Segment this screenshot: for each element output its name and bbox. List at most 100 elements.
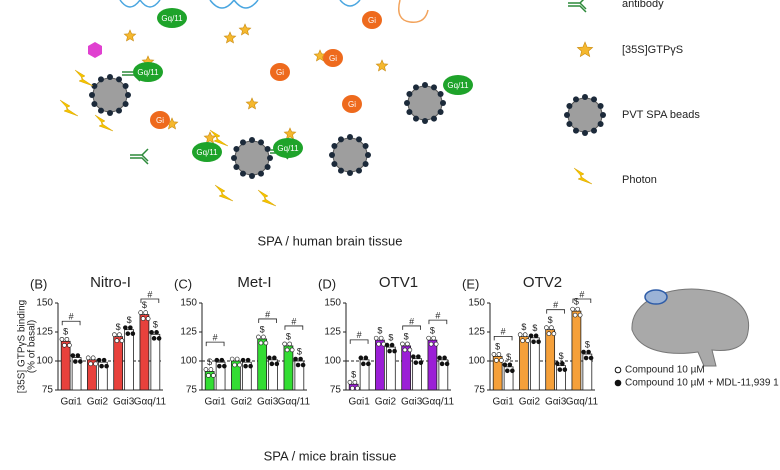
point — [366, 361, 371, 367]
point — [237, 362, 242, 368]
y-tick-label: 100 — [180, 356, 197, 367]
significance-mark: $ — [585, 339, 590, 349]
point — [125, 331, 131, 336]
bead-dot — [116, 76, 122, 83]
gq-label: Gq/11 — [137, 68, 159, 77]
panel-label: (E) — [462, 276, 479, 291]
bead-dot — [591, 96, 597, 103]
y-axis-label: (% of basal) — [27, 320, 38, 373]
point — [274, 361, 280, 367]
y-tick-label: 150 — [324, 298, 341, 309]
bar — [241, 361, 252, 391]
y-tick-label: 75 — [474, 385, 486, 396]
bead-dot — [573, 127, 579, 134]
bar — [231, 360, 241, 391]
point — [282, 341, 287, 347]
point — [217, 363, 222, 369]
bracket — [284, 325, 304, 330]
point — [400, 341, 405, 347]
photon — [74, 69, 94, 87]
x-tick-label: Gαi1 — [492, 397, 514, 408]
bead-dot — [573, 96, 579, 103]
point — [145, 316, 151, 321]
point — [531, 339, 536, 345]
bracket — [140, 298, 160, 303]
bar — [529, 337, 540, 391]
point — [442, 355, 447, 361]
point — [143, 310, 148, 315]
bead-dot — [264, 146, 271, 152]
bar — [294, 360, 305, 391]
bead-dot — [582, 130, 588, 136]
y-tick-label: 125 — [468, 327, 485, 338]
significance-mark: $ — [142, 300, 147, 310]
point — [431, 335, 436, 341]
gi-label: Gi — [368, 16, 376, 25]
point — [258, 340, 264, 346]
point — [389, 342, 395, 348]
x-tick-label: Gαi2 — [519, 397, 541, 408]
y-tick-label: 150 — [468, 298, 485, 309]
gtp-star — [245, 97, 259, 110]
bar — [87, 359, 97, 391]
bracket-label: # — [553, 300, 558, 310]
point — [522, 332, 528, 337]
bar — [204, 371, 215, 391]
bar — [492, 355, 503, 391]
significance-mark: $ — [207, 357, 212, 367]
significance-mark: $ — [116, 322, 121, 332]
point — [284, 347, 290, 353]
x-tick-label: Gαi3 — [257, 397, 279, 408]
photon — [94, 114, 114, 132]
bracket-label: # — [69, 312, 74, 322]
bracket — [258, 318, 277, 323]
bead-dot — [582, 94, 588, 100]
bead-dot — [331, 143, 338, 149]
bead-dot — [422, 82, 428, 88]
point — [555, 361, 560, 366]
bead-dot — [365, 152, 371, 158]
photon — [257, 189, 277, 207]
bead-dot — [591, 127, 597, 134]
gi-protein — [150, 111, 170, 129]
bead-dot — [437, 109, 444, 115]
x-tick-label: Gαq/11 — [278, 397, 311, 408]
bead-dot — [264, 164, 271, 170]
point — [407, 347, 413, 353]
point — [494, 358, 499, 363]
hexagon — [88, 42, 102, 58]
x-tick-label: Gαi2 — [375, 397, 397, 408]
y-tick-label: 75 — [330, 385, 342, 396]
point — [90, 355, 96, 361]
bead-dot — [98, 76, 104, 83]
bracket-label: # — [265, 309, 270, 319]
point — [85, 355, 91, 361]
significance-mark: $ — [495, 342, 500, 352]
point — [156, 336, 162, 341]
point — [96, 357, 102, 363]
bead-dot — [600, 112, 606, 118]
gi-protein — [362, 11, 382, 29]
bead-dot — [431, 115, 437, 122]
bead-dot — [362, 143, 369, 149]
bracket-label: # — [291, 316, 296, 326]
x-tick-label: Gαi3 — [401, 397, 423, 408]
point — [577, 312, 583, 318]
point — [373, 335, 379, 341]
point — [119, 338, 125, 343]
point — [88, 361, 93, 367]
gi-label: Gi — [329, 54, 337, 63]
point — [551, 331, 557, 336]
bead-dot — [231, 155, 237, 161]
bead-dot — [107, 110, 113, 116]
point — [128, 325, 133, 330]
point — [588, 355, 594, 361]
point — [496, 352, 502, 357]
gtp-star — [203, 131, 217, 144]
legend-label: Compound 10 µM + MDL-11,939 1 µM — [625, 378, 780, 389]
point — [101, 357, 107, 363]
bar — [139, 314, 150, 391]
gq-label: Gq/11 — [447, 81, 469, 90]
point — [402, 347, 408, 353]
point — [140, 316, 146, 321]
